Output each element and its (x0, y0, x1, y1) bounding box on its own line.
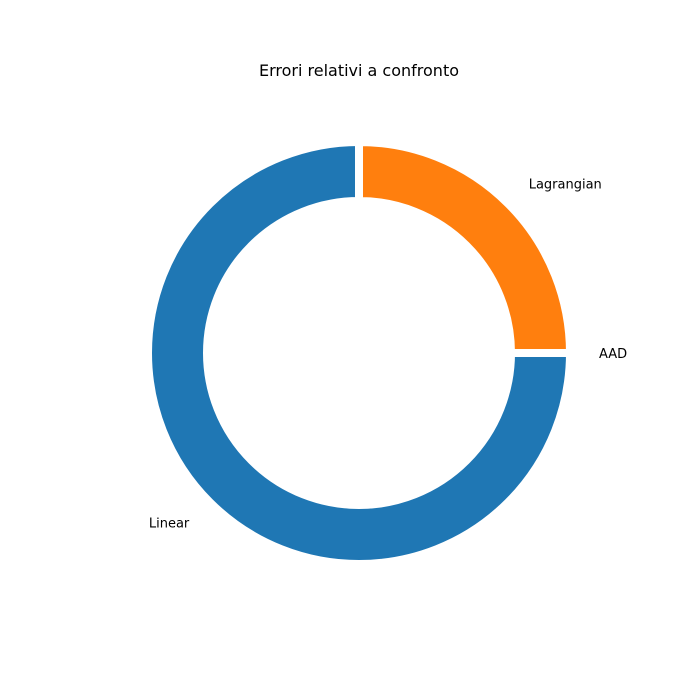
slice-label-linear: Linear (149, 517, 190, 532)
slice-labels: AAD Lagrangian Linear (149, 177, 627, 531)
slice-linear (144, 137, 575, 568)
donut-slices (144, 137, 575, 568)
chart-title: Errori relativi a confronto (259, 61, 459, 80)
slice-label-lagrangian: Lagrangian (529, 177, 602, 192)
slice-label-aad: AAD (599, 347, 627, 362)
